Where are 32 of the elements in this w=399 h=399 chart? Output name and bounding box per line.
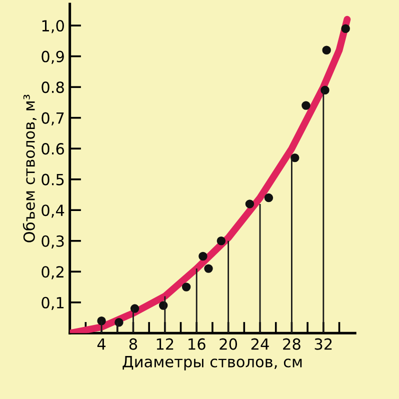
x-tick-label: 4 xyxy=(97,338,106,350)
y-tick-label: 1,0 xyxy=(42,20,64,34)
point xyxy=(302,101,310,110)
point xyxy=(198,252,208,261)
y-tick-label: 0.8 xyxy=(42,82,64,94)
y-tick-label: 0.6 xyxy=(42,143,64,155)
point xyxy=(264,193,274,202)
y-tick-label: 0.5 xyxy=(42,174,64,186)
x-tick-label: 8 xyxy=(129,338,138,350)
y-tick-label: 0,1 xyxy=(42,296,64,310)
point xyxy=(245,200,254,208)
y-tick-label: 0,7 xyxy=(42,112,64,126)
point xyxy=(322,46,331,55)
y-tick-label: 0,9 xyxy=(42,50,64,64)
point xyxy=(216,236,226,246)
point xyxy=(290,153,300,162)
y-tick-label: 0,3 xyxy=(42,235,64,248)
point xyxy=(182,282,191,292)
point xyxy=(204,264,213,273)
x-tick-label: 16 xyxy=(188,338,206,350)
x-tick-label: 12 xyxy=(156,338,174,350)
y-axis-title: Объем стволов, м³ xyxy=(22,94,36,242)
point xyxy=(97,316,106,326)
point xyxy=(341,24,350,33)
x-tick-label: 32 xyxy=(314,338,332,350)
x-axis-title: Диаметры стволов, см xyxy=(122,356,302,370)
x-tick-label: 20 xyxy=(220,338,238,350)
y-tick-label: 0,4 xyxy=(42,204,64,218)
x-tick-label: 24 xyxy=(251,338,269,350)
point xyxy=(114,318,124,327)
y-tick-label: 0,2 xyxy=(42,266,64,280)
x-tick-label: 28 xyxy=(283,338,300,350)
